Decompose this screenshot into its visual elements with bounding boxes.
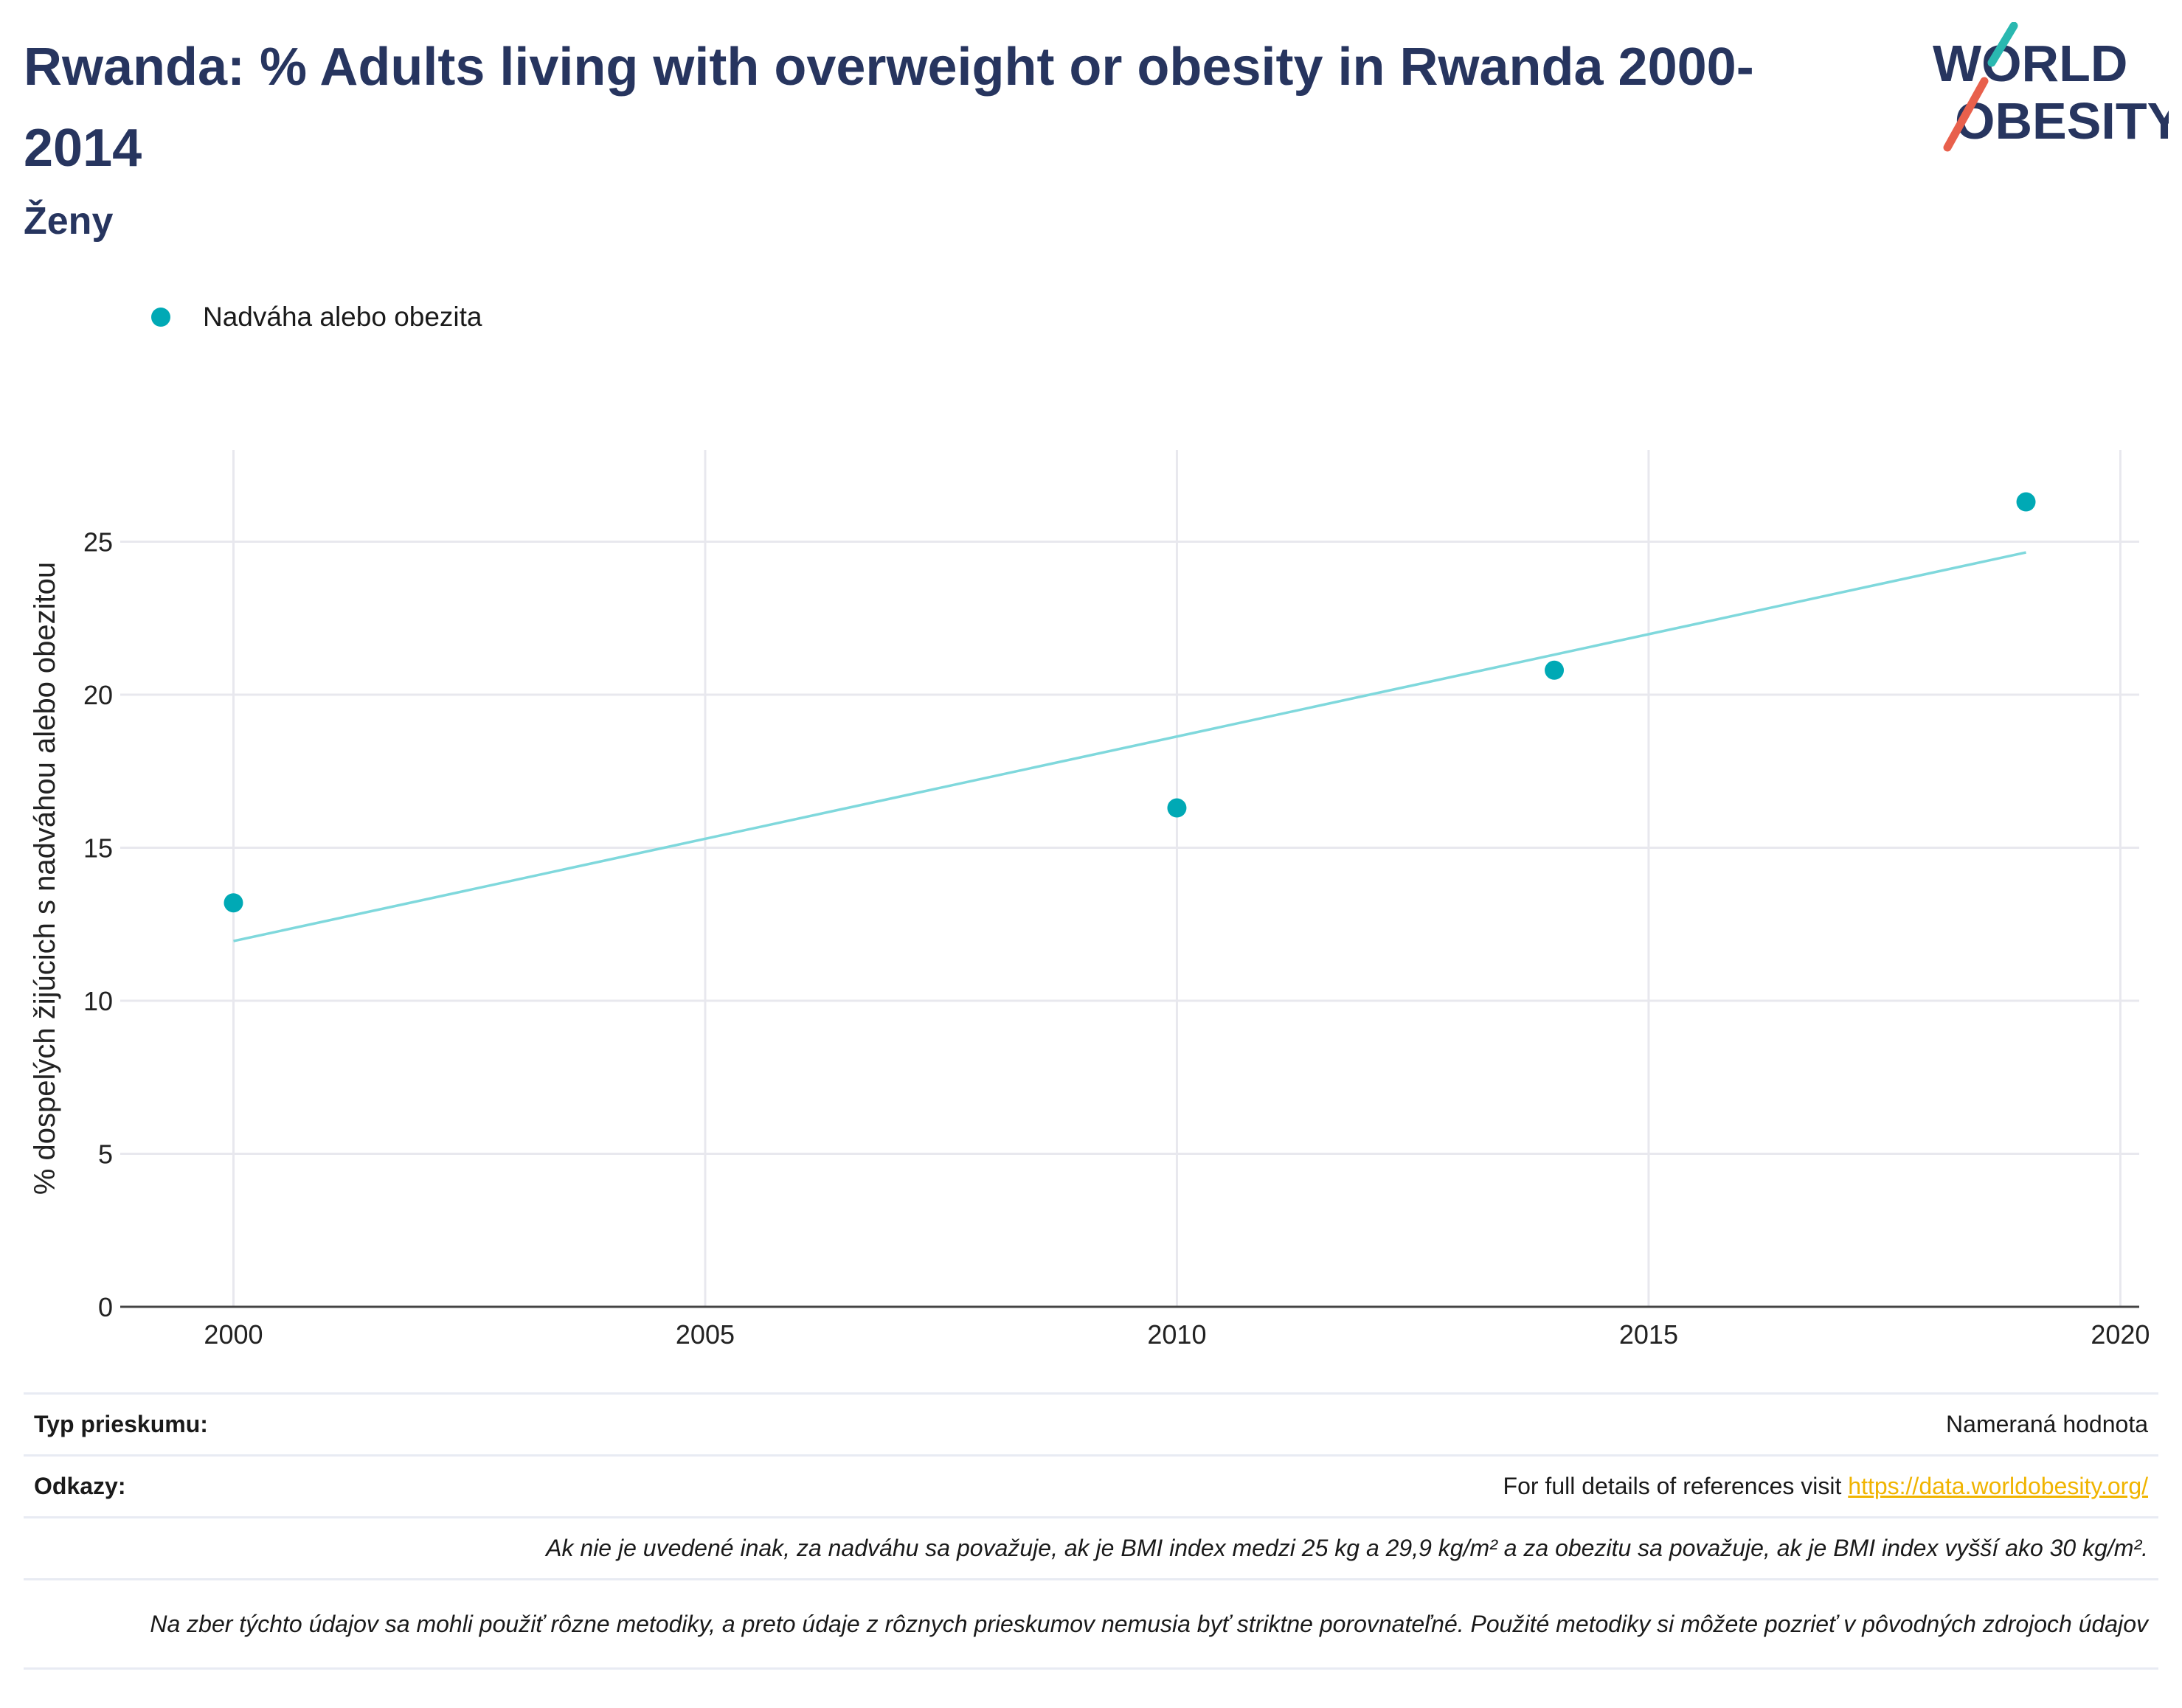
bmi-note: Ak nie je uvedené inak, za nadváhu sa po… [546, 1535, 2148, 1561]
x-tick-label: 2005 [676, 1319, 735, 1350]
trend-line [233, 551, 2026, 942]
svg-text:WORLD: WORLD [1933, 35, 2127, 92]
references-text: For full details of references visit [1503, 1473, 1849, 1499]
chart-subtitle: Ženy [24, 200, 114, 243]
references-row: Odkazy: For full details of references v… [24, 1454, 2158, 1516]
survey-type-value: Nameraná hodnota [1946, 1411, 2148, 1437]
chart-legend: Nadváha alebo obezita [151, 295, 482, 339]
chart-title: Rwanda: % Adults living with overweight … [24, 38, 1754, 178]
references-text-wrap: For full details of references visit htt… [1503, 1473, 2148, 1500]
legend-label: Nadváha alebo obezita [203, 302, 482, 332]
methodology-note: Na zber týchto údajov sa mohli použiť rô… [150, 1611, 2148, 1637]
data-point [1545, 660, 1565, 680]
survey-type-label: Typ prieskumu: [34, 1411, 208, 1437]
y-tick-label: 5 [98, 1139, 113, 1170]
x-tick-label: 2020 [2091, 1319, 2150, 1350]
x-tick-label: 2010 [1147, 1319, 1206, 1350]
y-tick-label: 0 [98, 1292, 113, 1322]
data-point [1167, 798, 1187, 818]
y-tick-label: 15 [83, 833, 113, 864]
references-label: Odkazy: [34, 1473, 126, 1499]
bmi-note-row: Ak nie je uvedené inak, za nadváhu sa po… [24, 1516, 2158, 1578]
references-link[interactable]: https://data.worldobesity.org/ [1848, 1473, 2148, 1499]
world-obesity-logo: WORLD OBESITY [1933, 22, 2169, 152]
chart-footer: Typ prieskumu: Nameraná hodnota Odkazy: … [24, 1392, 2158, 1670]
data-point [224, 893, 243, 913]
y-tick-label: 20 [83, 680, 113, 710]
survey-type-row: Typ prieskumu: Nameraná hodnota [24, 1392, 2158, 1454]
scatter-chart: 0 5 10 15 20 25 2000 2005 2010 2015 2020 % dospelýc… [29, 450, 2150, 1350]
y-axis-label: % dospelých žijúcich s nadváhou alebo ob… [29, 562, 61, 1195]
legend-marker [151, 308, 170, 327]
data-point [2016, 492, 2036, 512]
y-tick-label: 25 [83, 527, 113, 558]
x-tick-label: 2015 [1619, 1319, 1678, 1350]
methodology-note-row: Na zber týchto údajov sa mohli použiť rô… [24, 1578, 2158, 1670]
svg-text:OBESITY: OBESITY [1955, 92, 2169, 150]
x-tick-label: 2000 [204, 1319, 263, 1350]
y-tick-label: 10 [83, 986, 113, 1016]
